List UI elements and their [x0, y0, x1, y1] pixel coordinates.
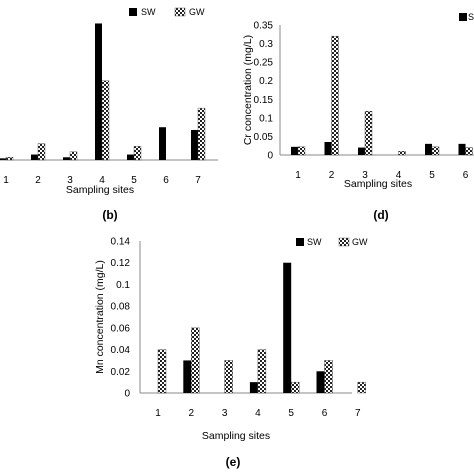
bar-gw: [157, 349, 167, 394]
chart-panel-2: 0 0.05 0.1 0.15 0.2 0.25 0.3 0.35 1 2 3 4 5 6 Cr conce…: [242, 12, 474, 222]
bar-sw: [95, 23, 102, 161]
bar-gw: [364, 110, 373, 156]
y-tick-label: 0.02: [111, 367, 131, 378]
legend-label-sw: Sv: [468, 12, 474, 22]
bar-sw: [291, 146, 298, 155]
x-axis-title: Sampling sites: [344, 178, 412, 190]
x-tick-label: 5: [288, 408, 294, 419]
bar-gw: [5, 157, 14, 161]
bar-gw: [133, 146, 142, 161]
legend-swatch-sw: [129, 8, 137, 16]
y-tick-label: 0.14: [111, 237, 131, 248]
y-tick-label: 0.1: [259, 113, 273, 124]
x-tick-label: 2: [35, 175, 41, 186]
x-tick-label: 2: [189, 408, 195, 419]
y-tick-label: 0.1: [116, 280, 130, 291]
bar-sw: [191, 129, 198, 160]
bar-sw: [31, 154, 38, 160]
y-tick-label: 0.25: [254, 58, 274, 69]
y-axis-title: Cr concentration (mg/L): [242, 35, 254, 145]
y-tick-label: 0.06: [111, 323, 131, 334]
legend-label-sw: SW: [141, 7, 156, 17]
legend-swatch-sw: [296, 238, 304, 246]
bar-sw: [63, 157, 70, 160]
bar-gw: [224, 360, 233, 394]
x-tick-label: 7: [195, 175, 201, 186]
bar-gw: [197, 107, 206, 161]
bar-gw: [398, 151, 406, 156]
x-tick-label: 4: [255, 408, 261, 419]
bar-gw: [324, 360, 333, 394]
bar-gw: [331, 35, 339, 156]
legend-swatch-gw: [174, 7, 186, 17]
bar-gw: [257, 349, 267, 394]
bar-sw: [324, 142, 332, 155]
chart-panel-1: 1 2 3 4 5 6 7 Sampling sites (b) SW GW: [0, 7, 218, 222]
x-axis-title: Sampling sites: [202, 430, 270, 442]
x-tick-label: 4: [99, 175, 105, 186]
x-tick-label: 5: [131, 175, 137, 186]
y-tick-label: 0.35: [254, 21, 274, 32]
x-tick-label: 3: [222, 408, 228, 419]
bar-gw: [465, 147, 473, 156]
bar-gw: [291, 381, 300, 394]
x-tick-label: 2: [329, 170, 335, 181]
x-tick-label: 3: [67, 175, 73, 186]
legend-swatch-sw: [459, 13, 467, 21]
y-axis-title: Mn concentration (mg/L): [94, 260, 106, 374]
x-tick-label: 3: [362, 170, 368, 181]
y-tick-label: 0: [124, 389, 130, 400]
x-tick-label: 6: [322, 408, 328, 419]
legend-label-gw: GW: [352, 237, 368, 247]
bar-sw: [127, 154, 134, 160]
x-axis-title: Sampling sites: [66, 184, 134, 196]
legend: SW GW: [296, 237, 368, 247]
x-tick-label: 6: [463, 170, 469, 181]
legend: Sv: [459, 12, 474, 22]
bar-sw: [249, 382, 258, 393]
bar-gw: [69, 151, 78, 161]
y-tick-label: 0.05: [254, 132, 274, 143]
x-tick-label: 1: [3, 175, 9, 186]
bar-gw: [37, 143, 46, 161]
x-tick-label: 5: [429, 170, 435, 181]
y-tick-label: 0: [267, 151, 273, 162]
bar-gw: [297, 146, 306, 156]
y-tick-label: 0.2: [259, 76, 273, 87]
legend-label-gw: GW: [189, 7, 205, 17]
bar-gw: [191, 327, 200, 394]
bar-gw: [431, 146, 440, 156]
y-tick-label: 0.12: [111, 258, 131, 269]
bar-sw: [458, 143, 466, 155]
legend-label-sw: SW: [307, 237, 322, 247]
x-tick-label: 7: [355, 408, 361, 419]
bar-sw: [183, 360, 192, 393]
bar-gw: [101, 80, 110, 161]
legend: SW GW: [129, 7, 205, 17]
x-tick-label: 4: [396, 170, 402, 181]
chart-panel-3: 0 0.02 0.04 0.06 0.08 0.1 0.12 0.14 1 2 3 4 5 6 7 Mn co…: [94, 237, 368, 470]
y-tick-label: 0.04: [111, 345, 131, 356]
y-tick-label: 0.3: [259, 39, 273, 50]
bar-sw: [358, 147, 365, 155]
bar-sw: [283, 262, 292, 393]
x-tick-label: 1: [295, 170, 301, 181]
bar-sw: [425, 143, 432, 155]
panel-label: (b): [102, 208, 117, 222]
y-tick-label: 0.08: [111, 302, 131, 313]
x-tick-label: 1: [155, 408, 161, 419]
legend-swatch-gw: [338, 237, 350, 247]
bar-sw: [159, 127, 166, 160]
x-tick-label: 6: [163, 175, 169, 186]
panel-label: (e): [226, 455, 241, 469]
y-tick-label: 0.15: [254, 95, 274, 106]
panel-label: (d): [373, 208, 388, 222]
bar-sw: [0, 158, 6, 160]
bar-gw: [357, 381, 366, 394]
bar-sw: [316, 371, 325, 393]
